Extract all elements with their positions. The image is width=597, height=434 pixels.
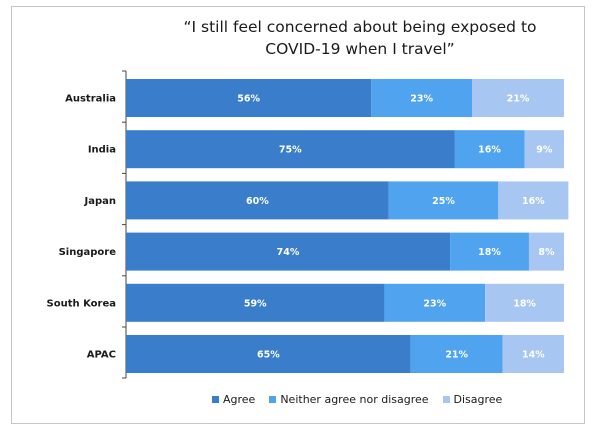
bar-segment: [410, 335, 503, 373]
legend-label: Neither agree nor disagree: [280, 393, 429, 406]
bar-segment: [126, 181, 389, 220]
bar-segment: [485, 283, 564, 322]
bar-segment: [524, 130, 564, 169]
bar-segment: [371, 79, 473, 117]
data-label: 16%: [522, 196, 545, 207]
data-label: 23%: [423, 298, 446, 309]
bar-segment: [498, 181, 569, 220]
data-label: 21%: [445, 350, 468, 361]
data-label: 56%: [237, 94, 260, 105]
legend-label: Disagree: [453, 393, 503, 406]
bar-segment: [528, 232, 564, 271]
data-label: 14%: [522, 350, 545, 361]
data-label: 74%: [277, 247, 300, 258]
data-label: 25%: [432, 196, 455, 207]
bar-segment: [126, 283, 385, 322]
category-label: Australia: [65, 94, 116, 105]
data-label: 18%: [478, 247, 501, 258]
bar-segment: [450, 232, 529, 271]
data-label: 60%: [246, 196, 269, 207]
data-label: 23%: [410, 94, 433, 105]
data-label: 18%: [513, 298, 536, 309]
bar-segment: [126, 130, 455, 169]
category-label: Singapore: [59, 247, 117, 258]
legend-swatch: [442, 396, 450, 403]
category-label: India: [88, 145, 116, 156]
data-label: 75%: [279, 145, 302, 156]
data-label: 8%: [538, 247, 555, 258]
legend-swatch: [269, 396, 277, 403]
bar-segment: [126, 335, 411, 373]
data-label: 59%: [244, 298, 267, 309]
data-label: 9%: [536, 145, 553, 156]
legend-swatch: [212, 396, 219, 403]
legend-item: Neither agree nor disagree: [269, 393, 429, 406]
data-label: 16%: [478, 145, 501, 156]
category-label: Japan: [84, 196, 117, 207]
bar-segment: [126, 232, 451, 271]
category-label: South Korea: [47, 298, 116, 309]
data-label: 65%: [257, 350, 280, 361]
category-label: APAC: [87, 350, 116, 361]
chart-legend: Agree Neither agree nor disagree Disagree: [212, 393, 516, 406]
legend-item: Agree: [212, 393, 255, 406]
legend-item: Disagree: [442, 393, 503, 406]
bar-segment: [126, 79, 372, 117]
bar-segment: [454, 130, 525, 169]
bar-segment: [472, 79, 564, 117]
bar-segment: [384, 283, 486, 322]
data-label: 21%: [507, 94, 530, 105]
chart-title: “I still feel concerned about being expo…: [183, 18, 537, 58]
bar-segment: [388, 181, 499, 220]
legend-label: Agree: [223, 393, 256, 406]
bar-segment: [502, 335, 564, 373]
